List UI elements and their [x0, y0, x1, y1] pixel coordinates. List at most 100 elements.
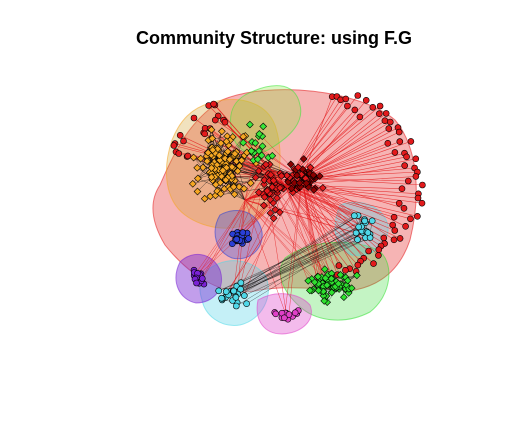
edge [284, 184, 359, 266]
edge [232, 177, 303, 301]
edge [198, 199, 246, 284]
node-red [384, 140, 392, 147]
node-red [404, 177, 412, 185]
edge [301, 100, 367, 179]
edge [201, 174, 266, 281]
node-blue [239, 229, 247, 236]
node-orange [196, 154, 205, 163]
node-red [354, 92, 362, 99]
edge [264, 174, 371, 235]
node-lime [258, 142, 267, 151]
node-cyan [215, 287, 222, 295]
node-red [354, 261, 362, 269]
node-red [283, 171, 291, 180]
node-orange [207, 173, 216, 182]
node-red [221, 118, 229, 126]
edge [233, 199, 246, 292]
node-magenta [280, 314, 288, 322]
node-red [262, 160, 270, 169]
node-lime [259, 122, 268, 131]
node-cyan [230, 287, 237, 295]
node-red [342, 95, 350, 103]
edge [199, 177, 303, 275]
edge [264, 174, 365, 222]
edge [284, 184, 329, 285]
node-orange [193, 163, 202, 172]
edge [301, 177, 423, 186]
node-green [310, 278, 319, 287]
node-red [376, 102, 384, 110]
edge [236, 232, 357, 307]
node-cyan [233, 302, 240, 310]
node-green [347, 284, 356, 293]
edge [229, 232, 357, 292]
edge [222, 237, 371, 299]
edge [301, 128, 389, 179]
node-red [380, 234, 388, 242]
node-lime [255, 130, 264, 138]
node-green [314, 286, 323, 295]
page-title: Community Structure: using F.G [135, 28, 412, 48]
network-nodes [170, 92, 426, 323]
node-cyan [218, 294, 225, 302]
node-orange [221, 176, 230, 184]
node-red [418, 199, 426, 207]
node-red [375, 110, 383, 117]
edge [233, 239, 358, 292]
node-orange [216, 189, 225, 198]
edge [284, 184, 393, 226]
node-cyan [232, 294, 240, 301]
edge [244, 199, 337, 282]
edge [244, 237, 371, 296]
node-red [287, 184, 296, 193]
node-red [382, 110, 390, 117]
node-red [396, 138, 404, 145]
node-red [266, 209, 275, 217]
node-red [190, 114, 198, 122]
node-cyan [364, 229, 372, 236]
node-green [353, 271, 361, 280]
node-red [277, 172, 286, 180]
node-green [340, 293, 348, 302]
node-green [321, 274, 330, 283]
node-orange [235, 182, 243, 191]
node-cyan [368, 217, 376, 225]
node-red [370, 260, 377, 267]
node-red [269, 214, 278, 223]
node-orange [213, 187, 222, 196]
node-orange [217, 139, 225, 148]
node-purple [199, 275, 206, 282]
node-blue [233, 236, 240, 243]
node-red [170, 142, 178, 149]
edge [301, 177, 405, 209]
node-orange [231, 149, 239, 158]
edge [284, 177, 303, 318]
node-red [271, 205, 280, 214]
node-orange [237, 156, 246, 165]
node-red [390, 213, 398, 221]
node-orange [225, 155, 234, 164]
node-cyan [352, 229, 360, 237]
edge [193, 174, 266, 276]
node-cyan [361, 217, 369, 225]
node-red [391, 227, 399, 234]
node-red [407, 215, 414, 223]
node-cyan [350, 212, 358, 219]
node-orange [194, 174, 202, 183]
node-orange [218, 166, 227, 175]
node-orange [199, 163, 207, 172]
node-lime [239, 138, 248, 147]
node-red [396, 235, 404, 242]
edge [284, 184, 374, 264]
edge [244, 136, 260, 201]
node-red [266, 195, 275, 204]
edge [197, 177, 212, 192]
node-red [184, 152, 192, 160]
node-magenta [291, 309, 299, 317]
node-red [176, 132, 184, 139]
node-red [180, 137, 187, 145]
node-orange [200, 194, 209, 203]
node-cyan [243, 300, 250, 308]
edge [284, 184, 395, 218]
node-cyan [237, 279, 245, 287]
